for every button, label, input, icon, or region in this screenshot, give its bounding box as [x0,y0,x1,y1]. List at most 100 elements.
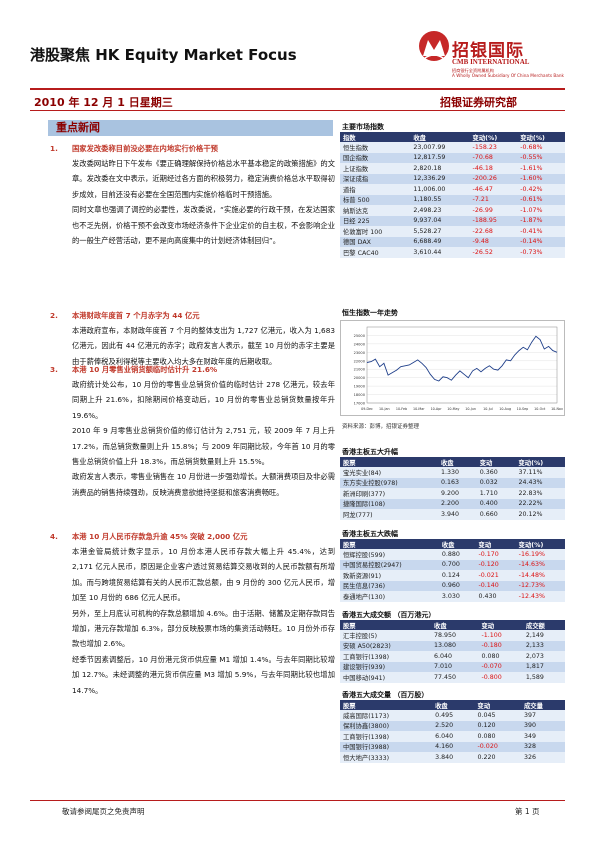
table-row: 泰通地产(130) 3.030 0.430 -12.43% [340,591,565,602]
chart-title: 恒生指数一年走势 [342,309,398,317]
news-title: 本港 10 月人民币存款急升逾 45% 突破 2,000 亿元 [72,532,248,541]
news-title: 国家发改委称目前没必要在内地实行价格干预 [72,144,218,153]
table-cell: 0.960 [438,580,476,591]
table-cell: 9,937.04 [410,215,470,226]
table-cell: -0.021 [475,570,516,581]
table-cell: -0.61% [517,194,565,205]
table-row: 中国银行(3988) 4.160 -0.020 328 [340,741,565,752]
table-cell: -9.48 [469,236,518,247]
table-cell: 深证成指 [340,173,411,184]
table-cell: -12.43% [515,591,565,602]
table-cell: 0.080 [478,651,523,662]
table-cell: 3.840 [432,752,475,763]
table-cell: -7.21 [469,194,518,205]
table-cell: 2,073 [522,651,565,662]
column-header: 变动(%) [515,539,565,549]
gainers-title: 香港主板五大升幅 [342,448,398,456]
x-tick-label: 10-Feb [396,407,407,411]
table-cell: -12.73% [515,580,565,591]
news-paragraph: 同时文章也强调了调控的必要性，发改委说，“实施必要的行政干预，在发达国家也不乏先… [72,205,335,246]
news-number: 2. [50,311,58,320]
page-number: 第 1 页 [515,807,540,816]
table-row: 中国移动(941) 77.450 -0.800 1,589 [340,672,565,683]
table-cell: 326 [521,752,565,763]
table-cell: 2,498.23 [410,205,470,216]
x-tick-label: 10-Jun [465,407,476,411]
column-header: 股票 [340,620,432,630]
news-paragraph: 经季节因素调整后，10 月份港元货币供应量 M1 增加 1.4%。与去年同期比较… [72,654,335,695]
table-row: 捷隆国际(108) 2.200 0.400 22.22% [340,498,565,509]
table-cell: 0.124 [438,570,476,581]
logo-subtitle-en: A Wholly Owned Subsidiary Of China Merch… [452,73,564,78]
news-number: 4. [50,532,58,541]
table-cell: -0.14% [517,236,565,247]
table-cell: 0.163 [437,477,477,488]
market-indices-table: 指数 收盘 变动(%) 变动(%) 恒生指数 23,007.99 -158.23 -0… [340,132,565,258]
news-item-1: 1. 国家发改委称目前没必要在内地实行价格干预 发改委网站昨日下午发布《要正确理… [50,144,335,248]
plot-area [366,326,558,404]
table-cell: 37.11% [515,467,565,478]
hsi-chart: 25000 24000 23000 22000 21000 20000 19000 18000… [340,320,565,416]
y-tick-label: 17000 [354,402,366,406]
table-row: 伦敦富时 100 5,528.27 -22.68 -0.41% [340,226,565,237]
table-cell: 22.83% [515,488,565,499]
table-cell: 阿龙(777) [340,509,438,520]
y-tick-label: 19000 [354,385,366,389]
news-number: 1. [50,144,58,153]
table-cell: 0.430 [475,591,516,602]
table-cell: 7.010 [431,661,479,672]
table-row: 纳斯达克 2,498.23 -26.99 -1.07% [340,205,565,216]
table-cell: 22.22% [515,498,565,509]
table-cell: 6,688.49 [410,236,470,247]
table-cell: 工商银行(1398) [340,651,432,662]
table-cell: 1,589 [522,672,565,683]
table-row: 日经 225 9,937.04 -188.95 -1.87% [340,215,565,226]
table-cell: 巴黎 CAC40 [340,247,411,258]
table-row: 恒辉控股(599) 0.880 -0.170 -16.19% [340,549,565,560]
table-row: 上证指数 2,820.18 -46.18 -1.61% [340,163,565,174]
table-cell: -26.52 [469,247,518,258]
table-row: 民生信息(736) 0.960 -0.140 -12.73% [340,580,565,591]
table-cell: 标普 500 [340,194,411,205]
column-header: 股票 [340,539,439,549]
table-cell: 0.045 [474,710,521,721]
table-cell: 中国移动(941) [340,672,432,683]
column-header: 变动 [474,700,521,710]
x-tick-label: 10-Sep [517,407,529,411]
table-cell: -14.48% [515,570,565,581]
table-cell: 78.950 [431,630,479,641]
news-number: 3. [50,365,58,374]
table-cell: 恒大地产(3333) [340,752,433,763]
table-cell: 民生信息(736) [340,580,439,591]
table-row: 工商银行(1398) 6.040 0.080 2,073 [340,651,565,662]
x-tick-label: 10-Nov [551,407,563,411]
table-row: 致新资源(91) 0.124 -0.021 -14.48% [340,570,565,581]
column-header: 变动 [476,457,516,467]
table-cell: 0.220 [474,752,521,763]
table-cell: -16.19% [515,549,565,560]
x-tick-label: 10-Apr [431,407,443,411]
turnover-volume-table: 股票 收盘 变动 成交量 威高国际(1173) 0.495 0.045 397 保利协鑫… [340,700,565,763]
table-cell: 20.12% [515,509,565,520]
losers-table: 股票 收盘 变动 变动(%) 恒辉控股(599) 0.880 -0.170 -16.1… [340,539,565,602]
table-cell: 6.040 [432,731,475,742]
table-row: 宝光实业(84) 1.330 0.360 37.11% [340,467,565,478]
table-row: 德国 DAX 6,688.49 -9.48 -0.14% [340,236,565,247]
table-cell: -0.170 [475,549,516,560]
table-row: 工商银行(1398) 6.040 0.080 349 [340,731,565,742]
table-cell: -0.73% [517,247,565,258]
table-cell: -70.68 [469,152,518,163]
table-cell: -46.18 [469,163,518,174]
table-cell: 11,006.00 [410,184,470,195]
table-cell: -22.68 [469,226,518,237]
table-cell: 2,820.18 [410,163,470,174]
footer-disclaimer: 敬请参阅尾页之免责声明 [62,807,145,816]
table-cell: 1,817 [522,661,565,672]
page-title: 港股聚焦 HK Equity Market Focus [30,46,297,64]
logo-subtitle: 招商银行全资附属机构 [452,68,494,73]
table-cell: -188.95 [469,215,518,226]
table-cell: -0.020 [474,741,521,752]
table-row: 汇丰控股(5) 78.950 -1.100 2,149 [340,630,565,641]
table-row: 东方实业控股(978) 0.163 0.032 24.43% [340,477,565,488]
news-paragraph: 另外，至上月底认可机构的存款总额增加 4.6%。由于活期、储蓄及定期存款同告增加… [72,608,335,649]
